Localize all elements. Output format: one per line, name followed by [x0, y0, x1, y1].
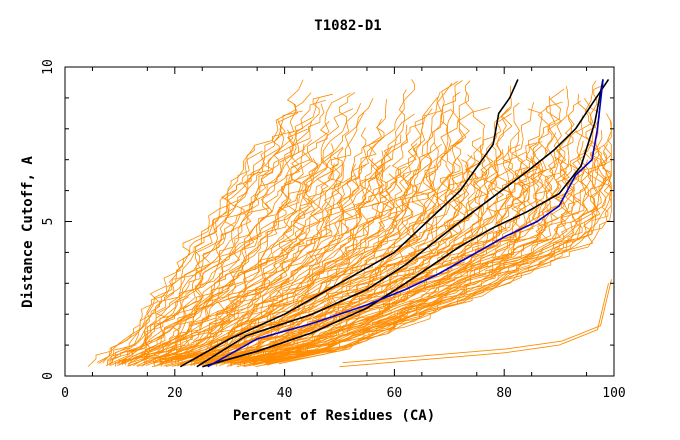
background-curve — [161, 139, 382, 364]
background-curve — [249, 130, 607, 366]
background-curve — [105, 93, 333, 366]
background-curve — [265, 144, 602, 365]
background-curve — [119, 128, 308, 365]
background-curve — [128, 108, 354, 365]
background-curve — [255, 147, 607, 368]
y-tick-label: 5 — [41, 218, 56, 226]
background-curve — [127, 121, 330, 367]
background-curve — [194, 154, 481, 366]
background-curve — [115, 148, 306, 367]
background-curve — [232, 145, 543, 364]
background-curve — [194, 164, 467, 365]
background-curve — [160, 145, 393, 367]
background-curve — [249, 115, 575, 363]
background-curve — [191, 128, 467, 366]
background-curve — [249, 80, 597, 365]
background-curve — [217, 113, 512, 363]
background-curve — [218, 132, 519, 365]
y-tick-label: 10 — [41, 59, 56, 75]
background-curve — [122, 92, 356, 365]
background-curve — [183, 91, 475, 367]
background-curve — [110, 103, 325, 366]
background-curve — [117, 120, 313, 367]
background-curve — [195, 80, 471, 363]
background-curve — [244, 85, 569, 366]
background-curve — [87, 150, 263, 367]
x-tick-label: 100 — [602, 386, 625, 401]
background-curve — [197, 157, 463, 364]
background-curve — [141, 163, 341, 367]
background-curve — [170, 108, 433, 363]
background-curve — [210, 144, 486, 366]
background-curve — [111, 99, 326, 364]
background-curve — [262, 119, 612, 366]
blue-series-line — [207, 79, 604, 368]
background-curve — [145, 147, 344, 365]
background-curve — [132, 159, 319, 367]
outlier-curve — [342, 279, 612, 364]
background-curve — [127, 143, 335, 364]
background-curve — [218, 102, 521, 366]
x-tick-label: 0 — [61, 386, 69, 401]
background-curve — [122, 143, 311, 365]
background-curve — [157, 118, 383, 366]
background-curve — [177, 108, 452, 364]
x-tick-label: 40 — [277, 386, 293, 401]
background-curve — [96, 103, 299, 363]
x-tick-label: 60 — [387, 386, 403, 401]
background-curve — [119, 92, 351, 365]
x-tick-label: 20 — [167, 386, 183, 401]
highlight-series — [179, 78, 610, 368]
background-curve — [165, 174, 406, 364]
background-curve — [254, 140, 585, 366]
background-curve — [178, 96, 438, 363]
background-curve — [274, 113, 612, 364]
background-curve — [269, 93, 594, 364]
background-curve — [125, 103, 362, 366]
background-curve — [102, 79, 304, 364]
background-curve — [155, 162, 385, 367]
x-axis-title: Percent of Residues (CA) — [233, 408, 435, 424]
x-tick-label: 80 — [496, 386, 512, 401]
y-axis-title: Distance Cutoff, A — [20, 156, 36, 308]
background-curve — [129, 156, 343, 366]
background-curves — [87, 79, 612, 368]
background-curve — [136, 164, 345, 367]
background-curve — [212, 108, 509, 365]
background-curve — [166, 122, 424, 363]
background-curve — [171, 113, 415, 365]
black-series-line-3 — [202, 79, 604, 368]
background-curve — [266, 143, 612, 366]
background-curve — [252, 100, 581, 363]
background-curve — [265, 159, 589, 364]
axes: 0 20 40 60 80 100 0 5 10 — [41, 59, 626, 401]
background-curve — [213, 127, 497, 365]
black-series-line-2 — [196, 78, 610, 368]
background-curve — [166, 143, 418, 367]
outlier-curve — [339, 283, 609, 368]
black-series-line-1 — [179, 79, 519, 368]
background-curve — [116, 97, 320, 365]
background-curve — [107, 119, 282, 366]
chart-title: T1082-D1 — [314, 18, 381, 34]
background-curve — [107, 92, 312, 365]
y-tick-label: 0 — [41, 372, 56, 380]
background-curve — [209, 107, 512, 366]
background-curve — [153, 99, 387, 365]
background-curve — [143, 98, 374, 364]
background-curve — [242, 141, 543, 364]
background-curve — [237, 159, 526, 364]
background-curve — [223, 174, 505, 364]
background-curve — [155, 127, 367, 363]
background-curve — [159, 79, 415, 364]
background-curve — [242, 156, 562, 367]
